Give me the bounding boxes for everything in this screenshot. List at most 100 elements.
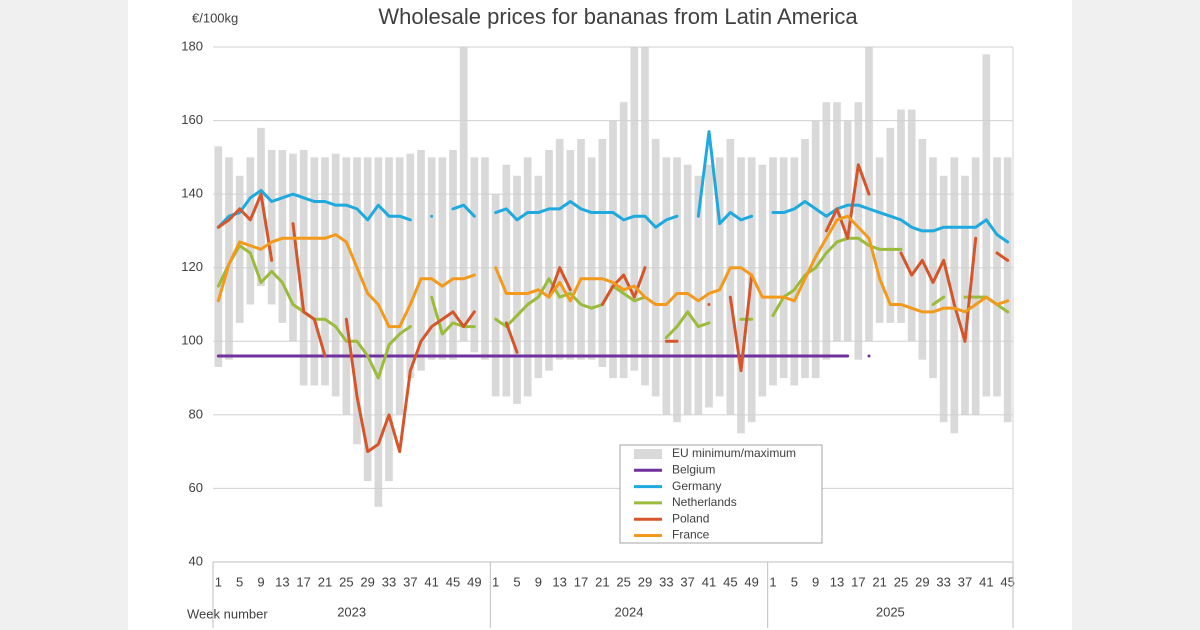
- series-line: [216, 163, 1010, 454]
- x-tick-label: 41: [979, 574, 993, 589]
- range-bar: [257, 127, 265, 287]
- range-bar: [502, 164, 511, 397]
- range-bar: [449, 150, 457, 360]
- x-tick-label: 21: [872, 574, 886, 589]
- range-bar: [662, 157, 671, 415]
- x-tick-label: 17: [851, 574, 865, 589]
- x-tick-label: 21: [595, 574, 609, 589]
- year-label: 2023: [337, 604, 366, 619]
- legend-label: EU minimum/maximum: [672, 446, 796, 460]
- range-bar: [513, 175, 521, 404]
- range-bar: [278, 150, 287, 323]
- legend-box: [619, 444, 823, 544]
- x-tick-label: 41: [424, 574, 438, 589]
- x-tick-label: 37: [403, 574, 417, 589]
- range-bar: [406, 153, 415, 379]
- range-bar: [417, 150, 425, 371]
- range-bar: [939, 175, 948, 423]
- x-tick-label: 5: [236, 574, 243, 589]
- range-bar: [971, 157, 980, 415]
- range-bar: [353, 157, 361, 445]
- range-bar: [982, 54, 991, 397]
- x-tick-label: 33: [382, 574, 396, 589]
- y-tick-label: 160: [181, 112, 203, 127]
- range-bar: [811, 120, 820, 379]
- x-tick-label: 25: [616, 574, 630, 589]
- range-bar: [363, 157, 372, 482]
- x-tick-label: 5: [791, 574, 798, 589]
- range-bar: [726, 138, 735, 415]
- range-bar: [897, 109, 905, 323]
- x-tick-label: 41: [702, 574, 716, 589]
- x-tick-label: 13: [830, 574, 844, 589]
- range-bar: [769, 157, 777, 386]
- range-bar: [886, 127, 895, 323]
- x-tick-label: 45: [446, 574, 460, 589]
- x-tick-label: 17: [574, 574, 588, 589]
- range-bar: [577, 138, 585, 360]
- range-bar: [918, 138, 927, 360]
- series-line: [216, 130, 1010, 244]
- range-bar: [225, 157, 233, 360]
- x-tick-label: 25: [339, 574, 353, 589]
- x-tick-label: 45: [1000, 574, 1014, 589]
- y-tick-label: 180: [181, 38, 203, 53]
- x-tick-label: 49: [467, 574, 481, 589]
- range-bar: [961, 175, 969, 415]
- range-bar: [427, 157, 436, 360]
- chart-title: Wholesale prices for bananas from Latin …: [378, 4, 858, 29]
- x-axis-label: Week number: [187, 606, 268, 621]
- x-tick-label: 9: [257, 574, 264, 589]
- y-tick-label: 60: [189, 480, 203, 495]
- year-label: 2025: [876, 604, 905, 619]
- range-bar: [683, 164, 692, 415]
- range-bar: [619, 102, 628, 379]
- x-tick-label: 29: [915, 574, 929, 589]
- range-bar: [737, 157, 745, 434]
- range-bar: [673, 157, 681, 423]
- range-bar: [235, 175, 244, 323]
- range-bar: [598, 138, 607, 368]
- range-bar: [705, 164, 713, 408]
- range-bar: [214, 146, 223, 368]
- legend-label: Germany: [672, 479, 721, 493]
- range-bar: [470, 157, 479, 353]
- range-bar: [566, 150, 575, 360]
- range-bar: [609, 120, 617, 379]
- range-bar: [342, 157, 351, 415]
- range-bar: [289, 153, 297, 342]
- range-bar: [310, 157, 319, 386]
- range-bar: [545, 150, 553, 371]
- y-tick-label: 40: [189, 553, 203, 568]
- x-tick-label: 29: [638, 574, 652, 589]
- range-bar: [534, 175, 543, 379]
- x-tick-label: 33: [659, 574, 673, 589]
- x-tick-label: 1: [215, 574, 222, 589]
- range-bar: [694, 175, 703, 415]
- x-tick-label: 37: [680, 574, 694, 589]
- range-bar: [438, 157, 447, 360]
- range-bar: [993, 157, 1001, 397]
- range-bar: [950, 157, 959, 434]
- x-tick-label: 21: [318, 574, 332, 589]
- range-bar: [267, 150, 276, 305]
- legend-label: Netherlands: [672, 495, 737, 509]
- legend-swatch: [634, 449, 662, 459]
- range-bar: [630, 47, 639, 371]
- legend-label: Belgium: [672, 462, 715, 476]
- range-bar: [875, 157, 884, 323]
- range-bar: [395, 157, 404, 415]
- y-tick-label: 120: [181, 259, 203, 274]
- x-tick-label: 45: [723, 574, 737, 589]
- x-tick-label: 29: [360, 574, 374, 589]
- x-tick-label: 13: [552, 574, 566, 589]
- year-label: 2024: [615, 604, 644, 619]
- range-bar: [246, 157, 255, 305]
- y-axis-label: €/100kg: [192, 10, 238, 25]
- range-bar: [1003, 157, 1012, 423]
- range-bar: [321, 157, 329, 386]
- range-bar: [331, 153, 340, 397]
- y-tick-label: 100: [181, 333, 203, 348]
